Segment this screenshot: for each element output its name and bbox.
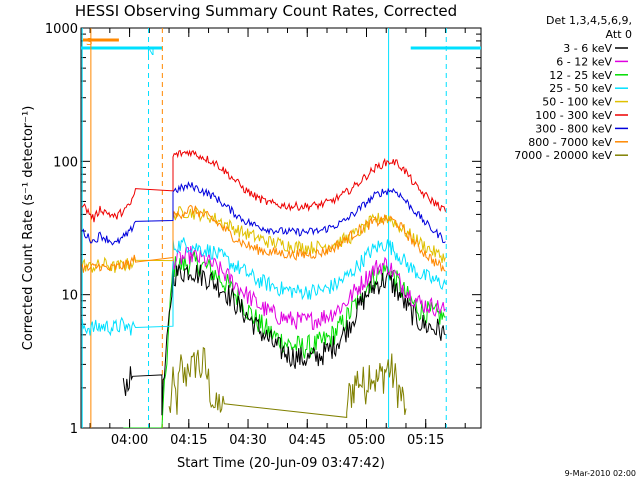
marker-labels: SN [86,37,154,58]
y-tick-label: 10 [61,289,78,304]
legend-header-line-2: Att 0 [606,28,632,41]
timestamp: 9-Mar-2010 02:00 [565,469,636,478]
x-tick-label: 04:45 [289,433,326,448]
series-line-6 [81,180,446,246]
chart-title: HESSI Observing Summary Count Rates, Cor… [75,2,457,20]
legend-header-line-1: Det 1,3,4,5,6,9, [546,14,632,27]
x-axis-label: Start Time (20-Jun-09 03:47:42) [177,456,385,471]
y-axis-label: Corrected Count Rate (s⁻¹ detector⁻¹) [21,106,36,351]
series-line-0 [122,264,446,416]
instrument-markers [81,28,481,428]
x-tick-label: 05:15 [407,433,444,448]
series-line-8 [168,346,407,418]
legend-label: 12 - 25 keV [549,69,612,82]
series-layer [81,149,446,428]
x-axis: 04:00 04:15 04:30 04:45 05:00 05:15 [89,28,466,448]
legend-label: 100 - 300 keV [535,109,612,122]
y-tick-label: 1000 [45,22,78,37]
series-line-1 [172,245,446,330]
legend-label: 3 - 6 keV [563,42,612,55]
legend-label: 50 - 100 keV [542,96,612,109]
legend-label: 300 - 800 keV [535,122,612,135]
legend-label: 6 - 12 keV [556,55,612,68]
x-tick-label: 04:00 [111,433,148,448]
series-line-3 [81,237,446,337]
s-marker-label: S [86,37,92,48]
y-tick-label: 100 [53,155,78,170]
series-line-7 [81,204,446,273]
legend-label: 800 - 7000 keV [528,136,612,149]
legend-label: 25 - 50 keV [549,82,612,95]
x-tick-label: 04:15 [170,433,207,448]
y-axis: 1 10 100 1000 [45,22,481,437]
series-line-5 [81,149,446,223]
plot-frame [80,27,482,429]
x-tick-label: 05:00 [348,433,385,448]
n-marker-label: N [147,47,154,58]
legend-label: 7000 - 20000 keV [514,149,612,162]
x-tick-label: 04:30 [229,433,266,448]
y-tick-label: 1 [70,422,78,437]
